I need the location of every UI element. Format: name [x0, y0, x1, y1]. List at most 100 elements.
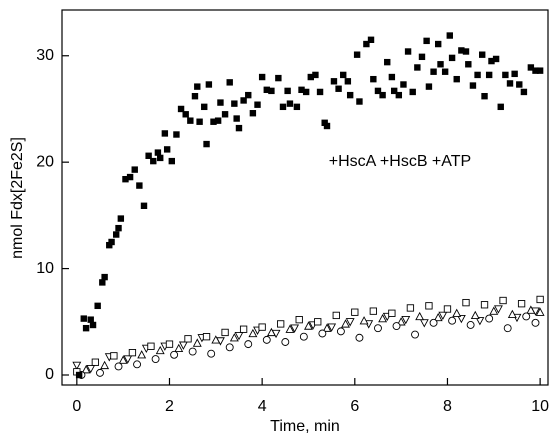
point: [263, 86, 270, 94]
point: [80, 315, 87, 322]
plot-frame: [61, 9, 549, 386]
point: [281, 338, 290, 346]
point: [304, 321, 313, 330]
point: [217, 99, 224, 106]
point: [154, 149, 162, 156]
point: [258, 73, 266, 81]
point: [123, 355, 133, 364]
point: [155, 345, 165, 355]
point: [229, 333, 239, 342]
point: [254, 101, 261, 108]
y-tick-label: 20: [36, 153, 54, 170]
y-tick-label: 0: [45, 366, 54, 383]
point: [147, 342, 155, 350]
point: [128, 349, 137, 357]
point: [374, 87, 382, 95]
point: [423, 37, 430, 45]
point: [446, 32, 453, 39]
point: [390, 87, 398, 95]
point: [503, 324, 512, 333]
point: [178, 341, 188, 350]
point: [441, 68, 449, 75]
point: [298, 86, 305, 94]
point: [511, 70, 518, 78]
point: [157, 154, 164, 162]
point: [187, 117, 194, 124]
point: [86, 364, 96, 374]
point: [323, 122, 331, 130]
point: [277, 320, 285, 328]
point: [418, 53, 426, 61]
point: [401, 316, 411, 325]
point: [536, 295, 544, 304]
point: [284, 87, 291, 95]
point: [290, 324, 300, 333]
point: [184, 335, 192, 343]
point: [370, 75, 377, 83]
x-tick-label: 8: [443, 398, 452, 415]
point: [191, 92, 199, 100]
point: [536, 67, 544, 74]
point: [207, 349, 216, 358]
point: [221, 328, 229, 337]
point: [322, 323, 332, 332]
y-tick-label: 30: [36, 47, 54, 64]
point: [532, 67, 539, 74]
point: [462, 48, 470, 55]
point: [448, 54, 456, 62]
point: [502, 71, 509, 79]
point: [465, 61, 472, 68]
point: [332, 311, 340, 320]
point: [133, 360, 142, 369]
point: [429, 318, 438, 327]
point: [378, 313, 388, 323]
point: [81, 365, 91, 374]
point: [235, 124, 243, 132]
point: [367, 36, 375, 43]
point: [89, 321, 97, 329]
point: [392, 322, 401, 330]
point: [258, 323, 266, 331]
point: [434, 40, 442, 48]
point: [475, 317, 485, 326]
point: [469, 82, 477, 89]
point: [221, 111, 229, 118]
point: [330, 78, 338, 85]
point: [202, 333, 211, 341]
point: [150, 157, 157, 165]
point: [527, 64, 535, 71]
point: [118, 355, 128, 364]
point: [75, 371, 83, 379]
point: [419, 319, 429, 328]
point: [117, 215, 125, 222]
x-tick-label: 4: [258, 398, 267, 415]
point: [205, 81, 213, 88]
point: [314, 318, 322, 326]
x-tick-label: 6: [350, 398, 359, 415]
point: [507, 309, 517, 318]
point: [499, 296, 507, 305]
point: [286, 100, 294, 107]
point: [340, 71, 347, 79]
point: [299, 332, 308, 341]
y-axis-label: nmol Fdx[2Fe2S]: [9, 137, 26, 259]
point: [101, 273, 108, 281]
point: [448, 316, 457, 325]
point: [485, 71, 493, 79]
point: [437, 61, 444, 68]
point: [388, 309, 396, 317]
x-tick-label: 2: [165, 398, 174, 415]
point: [173, 131, 180, 138]
point: [415, 311, 425, 321]
point: [327, 323, 337, 332]
point: [226, 79, 233, 86]
point: [404, 48, 412, 55]
point: [409, 88, 416, 96]
point: [240, 97, 247, 104]
point: [335, 85, 342, 92]
point: [168, 157, 176, 165]
point: [443, 305, 452, 313]
point: [480, 301, 489, 309]
point: [466, 321, 475, 329]
point: [161, 130, 169, 137]
